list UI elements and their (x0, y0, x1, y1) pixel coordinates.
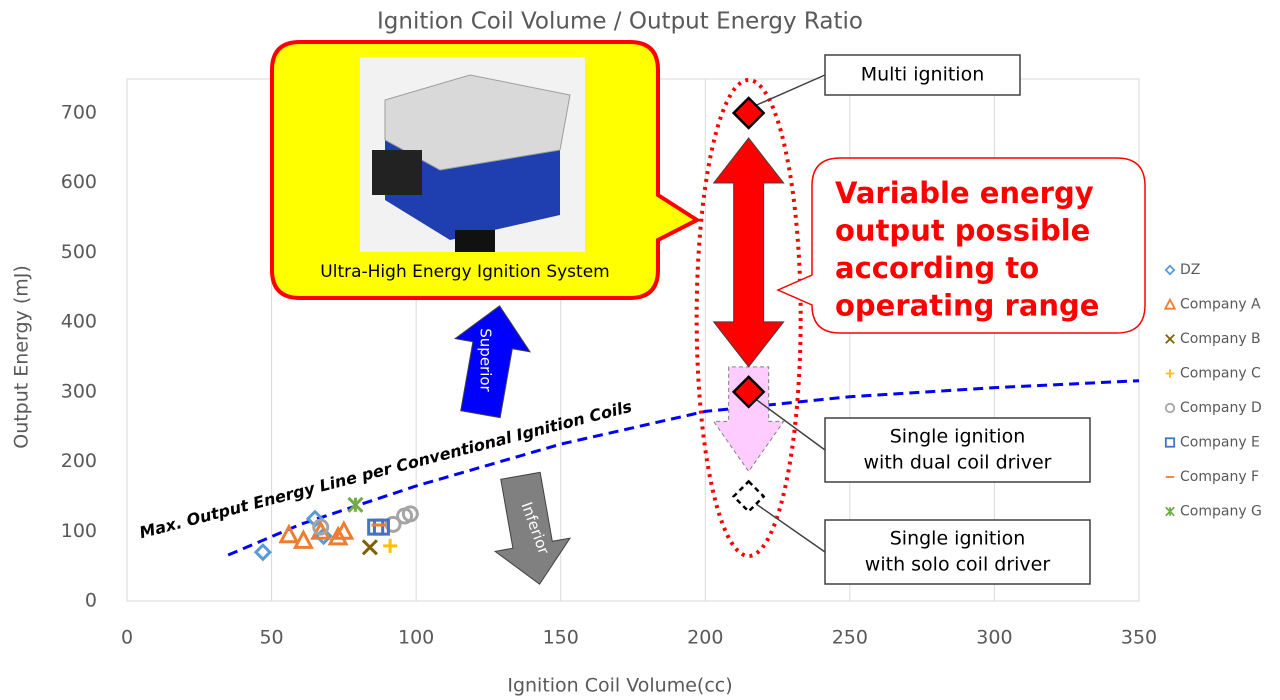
annotation-label: with solo coil driver (865, 554, 1051, 576)
connector (757, 504, 825, 552)
marker (256, 545, 270, 559)
legend-icon (1166, 404, 1174, 412)
product-label: Ultra-High Energy Ignition System (320, 262, 609, 282)
marker (363, 540, 377, 554)
x-tick-label: 150 (543, 627, 579, 649)
legend-icon (1166, 369, 1174, 377)
legend-icon (1165, 300, 1175, 309)
legend-icon (1166, 335, 1174, 343)
legend-label: Company D (1180, 400, 1262, 416)
legend-label: Company B (1180, 331, 1261, 347)
variable-text: Variable energy (835, 176, 1094, 210)
legend-label: Company C (1180, 366, 1261, 382)
y-tick-label: 700 (61, 102, 97, 124)
product-plug (455, 230, 495, 252)
marker (383, 539, 397, 553)
annotation-label: Multi ignition (861, 64, 985, 86)
x-tick-label: 350 (1121, 627, 1157, 649)
superior-label: Superior (477, 328, 495, 392)
legend-label: DZ (1180, 262, 1200, 278)
legend-label: Company E (1180, 435, 1260, 451)
x-tick-label: 200 (687, 627, 723, 649)
y-tick-label: 100 (61, 520, 97, 542)
annotation-label: with dual coil driver (864, 452, 1052, 474)
x-tick-label: 50 (259, 627, 283, 649)
superior-arrow: Superior (443, 299, 537, 421)
annotation-marker (734, 98, 764, 128)
variable-text: output possible (835, 214, 1090, 248)
legend-label: Company A (1180, 297, 1261, 313)
legend-icon (1166, 266, 1174, 274)
chart-title: Ignition Coil Volume / Output Energy Rat… (377, 9, 863, 35)
product-connector (372, 150, 422, 195)
annotation-label: Single ignition (890, 426, 1026, 448)
legend-label: Company F (1180, 469, 1259, 485)
x-tick-label: 100 (398, 627, 434, 649)
x-tick-label: 0 (121, 627, 133, 649)
chart: Ignition Coil Volume / Output Energy Rat… (0, 0, 1280, 700)
marker (348, 498, 362, 512)
x-tick-label: 250 (832, 627, 868, 649)
y-tick-label: 500 (61, 241, 97, 263)
x-axis-label: Ignition Coil Volume(cc) (507, 675, 732, 697)
marker (336, 523, 352, 538)
y-tick-label: 300 (61, 380, 97, 402)
annotation-label: Single ignition (890, 528, 1026, 550)
y-tick-label: 0 (85, 590, 97, 612)
y-axis-label: Output Energy (mJ) (11, 265, 33, 449)
x-tick-label: 300 (976, 627, 1012, 649)
y-tick-label: 400 (61, 311, 97, 333)
y-tick-label: 600 (61, 171, 97, 193)
inferior-arrow: Inferior (483, 469, 577, 591)
legend-icon (1166, 507, 1174, 515)
marker (281, 527, 297, 542)
y-tick-label: 200 (61, 450, 97, 472)
variable-text: according to (835, 251, 1039, 285)
legend-label: Company G (1180, 504, 1262, 520)
red-double-arrow (714, 138, 784, 367)
legend-icon (1166, 438, 1174, 446)
variable-text: operating range (835, 289, 1099, 323)
marker (295, 532, 311, 547)
